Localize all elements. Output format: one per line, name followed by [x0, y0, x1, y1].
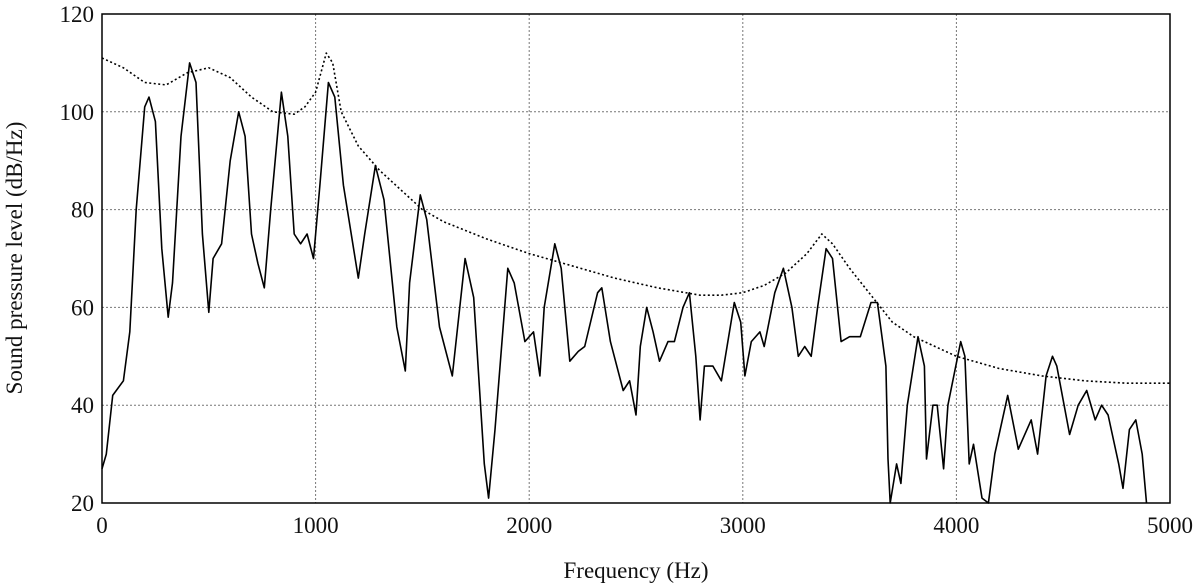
- x-tick-label: 3000: [720, 513, 766, 538]
- y-tick-label: 20: [71, 491, 94, 516]
- y-tick-label: 40: [71, 393, 94, 418]
- y-axis-label: Sound pressure level (dB/Hz): [2, 122, 27, 395]
- series-line: [101, 52, 1170, 384]
- x-axis-label: Frequency (Hz): [564, 558, 709, 583]
- x-tick-label: 1000: [293, 513, 339, 538]
- plot-frame: [101, 13, 1171, 504]
- x-tick-label: 0: [96, 513, 108, 538]
- series-line: [101, 62, 1148, 504]
- y-tick-label: 120: [60, 2, 95, 27]
- y-tick-label: 100: [60, 100, 95, 125]
- y-tick-label: 80: [71, 198, 94, 223]
- x-tick-label: 4000: [933, 513, 979, 538]
- y-tick-label: 60: [71, 295, 94, 320]
- x-tick-label: 5000: [1147, 513, 1193, 538]
- x-tick-label: 2000: [506, 513, 552, 538]
